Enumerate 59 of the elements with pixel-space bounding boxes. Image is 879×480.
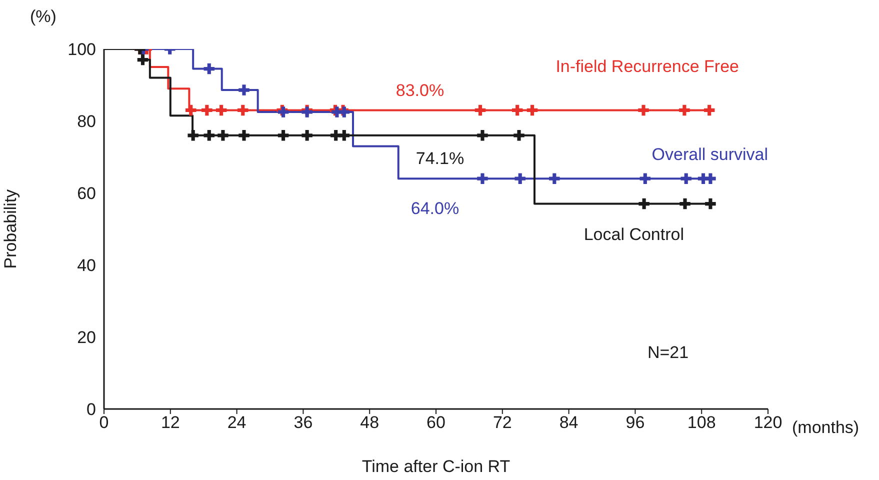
annotation: 83.0% [396,81,444,100]
point [218,130,228,141]
x-tick-label: 0 [99,413,109,432]
point [514,130,524,141]
annotation: 64.0% [410,199,460,218]
point [302,130,312,141]
annotation: 74.1% [416,149,464,168]
point [705,173,716,184]
point [512,104,523,116]
text: In-field Recurrence Free [556,57,739,76]
x-tick-label: 60 [426,413,446,432]
point [202,104,212,116]
point [204,63,214,74]
point [705,198,716,210]
y-tick-label: 40 [77,256,96,276]
point [638,198,650,210]
x-tick-label: 24 [227,413,246,432]
point [204,130,214,141]
point [238,104,248,116]
point [640,173,651,184]
point [238,84,250,96]
x-axis-title: Time after C-ion RT [362,457,510,476]
x-tick-label: 108 [687,413,716,432]
x-tick-label: 48 [360,413,380,432]
text: (months) [792,418,860,437]
annotation: N=21 [647,343,689,362]
x-tick-label: 96 [626,413,645,432]
point [679,104,690,116]
point [477,173,488,184]
point [216,104,227,116]
point [680,198,690,210]
point [238,130,250,141]
y-tick-label: 60 [77,184,96,204]
point [186,104,196,116]
y-tick-label: 0 [86,400,96,420]
x-tick-label: 12 [160,413,180,432]
y-axis-title: Probability [1,188,20,269]
point [477,130,488,141]
point [137,54,148,66]
point [514,173,526,184]
point [549,173,560,184]
point [474,104,486,116]
y-tick-label: 100 [68,40,96,60]
x-tick-label: 72 [492,413,512,432]
y-tick-label: 80 [77,112,96,132]
series-label: Overall survival [652,145,768,164]
point [278,130,289,141]
point [526,104,538,116]
point [680,173,692,184]
x-tick-label: 120 [754,413,782,432]
x-tick-label: 36 [294,413,313,432]
y-tick-label: 20 [77,328,96,348]
text: (%) [30,7,56,26]
point [704,104,715,116]
series-label: Local Control [584,225,684,244]
point [638,104,649,116]
x-tick-label: 84 [559,413,578,432]
point [188,130,198,141]
point [338,130,350,141]
